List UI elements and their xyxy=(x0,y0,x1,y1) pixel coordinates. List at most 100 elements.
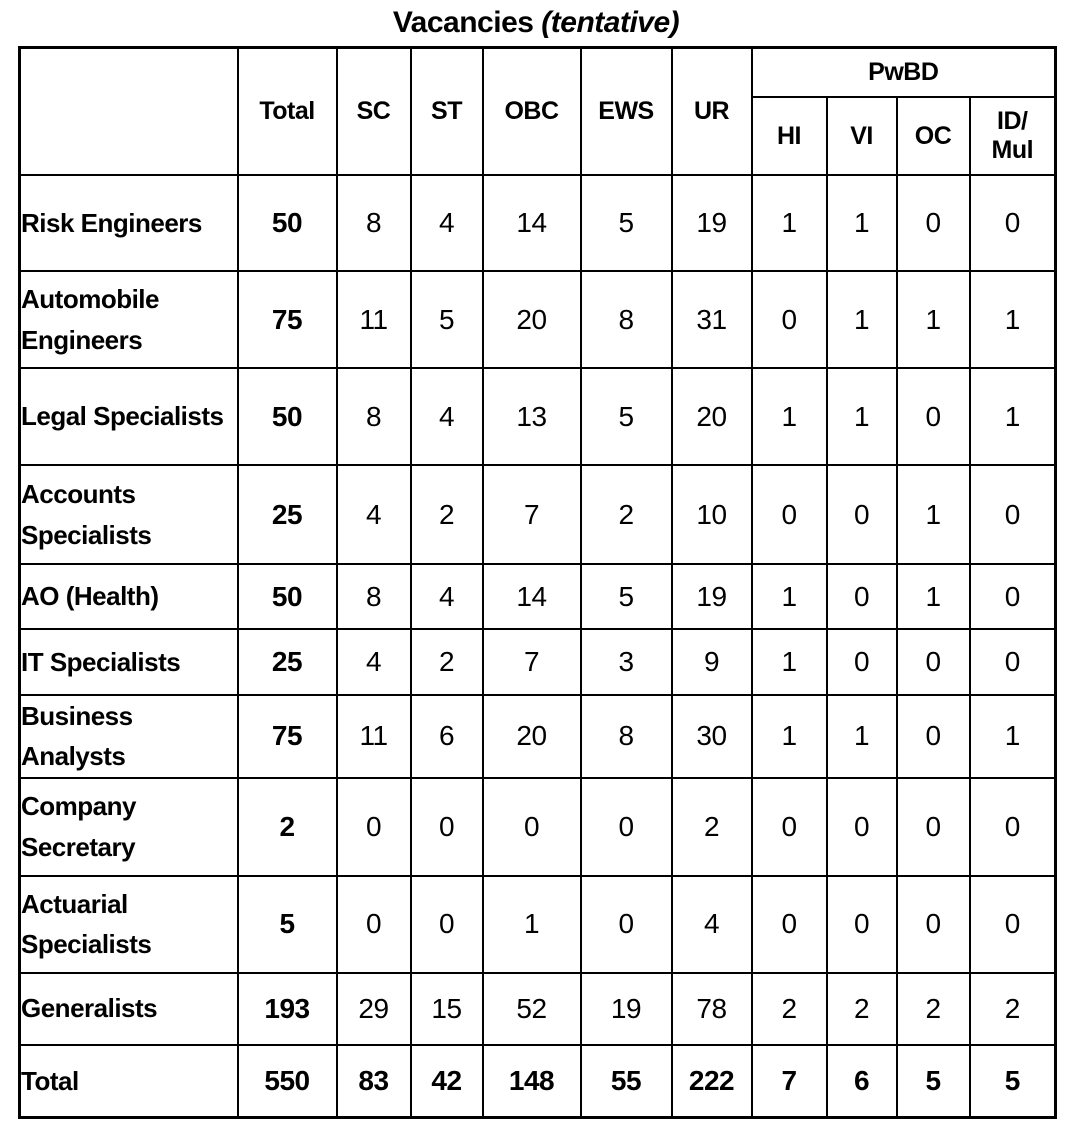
value-cell: 14 xyxy=(481,563,582,630)
value-cell: 5 xyxy=(409,270,484,369)
value-cell: 31 xyxy=(670,270,753,369)
value-cell: 0 xyxy=(895,874,971,974)
value-cell: 5 xyxy=(579,367,673,466)
value-cell: 20 xyxy=(481,270,582,369)
value-cell: 2 xyxy=(750,971,828,1046)
value-cell: 4 xyxy=(409,174,484,272)
value-cell: 8 xyxy=(335,563,412,630)
value-cell: 5 xyxy=(579,563,673,630)
value-cell: 0 xyxy=(750,874,828,974)
value-cell: 1 xyxy=(895,270,971,369)
value-cell: 2 xyxy=(579,464,673,565)
value-cell: 0 xyxy=(895,694,971,779)
value-cell: 2 xyxy=(236,776,338,877)
value-cell: 52 xyxy=(481,971,582,1046)
column-header-ur: UR xyxy=(670,46,753,176)
value-cell: 0 xyxy=(968,874,1057,974)
value-cell: 8 xyxy=(335,174,412,272)
value-cell: 4 xyxy=(409,367,484,466)
value-cell: 0 xyxy=(895,367,971,466)
column-header-pwbd: PwBD xyxy=(750,46,1057,98)
value-cell: 50 xyxy=(236,174,338,272)
table-row: Business Analysts 75 11 6 20 8 30 1 1 0 1 xyxy=(18,694,1057,779)
header-row-2: HI VI OC ID/ Mul xyxy=(20,96,1057,176)
table-row: Company Secretary 2 0 0 0 0 2 0 0 0 0 xyxy=(18,776,1057,877)
table-row: Actuarial Specialists 5 0 0 1 0 4 0 0 0 0 xyxy=(18,874,1057,974)
table-row: Legal Specialists 50 8 4 13 5 20 1 1 0 1 xyxy=(18,367,1057,466)
value-cell: 193 xyxy=(236,971,338,1046)
value-cell: 11 xyxy=(335,270,412,369)
value-cell: 20 xyxy=(481,694,582,779)
value-cell: 10 xyxy=(670,464,753,565)
column-header-st: ST xyxy=(409,46,484,176)
value-cell: 0 xyxy=(968,464,1057,565)
value-cell: 42 xyxy=(409,1043,484,1119)
value-cell: 1 xyxy=(481,874,582,974)
value-cell: 0 xyxy=(335,874,412,974)
value-cell: 83 xyxy=(335,1043,412,1119)
table-row: IT Specialists 25 4 2 7 3 9 1 0 0 0 xyxy=(18,628,1057,696)
value-cell: 0 xyxy=(895,776,971,877)
value-cell: 0 xyxy=(409,776,484,877)
value-cell: 9 xyxy=(670,628,753,696)
value-cell: 5 xyxy=(579,174,673,272)
value-cell: 75 xyxy=(236,270,338,369)
column-header-sc: SC xyxy=(335,46,412,176)
value-cell: 2 xyxy=(825,971,898,1046)
value-cell: 1 xyxy=(825,270,898,369)
value-cell: 14 xyxy=(481,174,582,272)
table-row: Risk Engineers 50 8 4 14 5 19 1 1 0 0 xyxy=(18,174,1057,272)
value-cell: 1 xyxy=(968,270,1057,369)
value-cell: 2 xyxy=(409,628,484,696)
value-cell: 1 xyxy=(895,464,971,565)
value-cell: 0 xyxy=(750,776,828,877)
value-cell: 0 xyxy=(750,270,828,369)
value-cell: 0 xyxy=(825,464,898,565)
value-cell: 1 xyxy=(750,367,828,466)
value-cell: 4 xyxy=(409,563,484,630)
value-cell: 0 xyxy=(895,628,971,696)
value-cell: 19 xyxy=(670,174,753,272)
value-cell: 6 xyxy=(409,694,484,779)
value-cell: 222 xyxy=(670,1043,753,1119)
value-cell: 5 xyxy=(895,1043,971,1119)
total-row: Total 550 83 42 148 55 222 7 6 5 5 xyxy=(18,1043,1057,1119)
value-cell: 8 xyxy=(579,270,673,369)
value-cell: 8 xyxy=(579,694,673,779)
value-cell: 0 xyxy=(481,776,582,877)
table-row: AO (Health) 50 8 4 14 5 19 1 0 1 0 xyxy=(18,563,1057,630)
value-cell: 4 xyxy=(335,628,412,696)
value-cell: 7 xyxy=(481,628,582,696)
value-cell: 25 xyxy=(236,628,338,696)
value-cell: 5 xyxy=(968,1043,1057,1119)
row-label: Generalists xyxy=(18,971,239,1046)
table-row: Accounts Specialists 25 4 2 7 2 10 0 0 1 0 xyxy=(18,464,1057,565)
column-header-oc: OC xyxy=(895,96,971,176)
row-label: Business Analysts xyxy=(18,694,239,779)
table-row: Generalists 193 29 15 52 19 78 2 2 2 2 xyxy=(18,971,1057,1046)
value-cell: 2 xyxy=(670,776,753,877)
value-cell: 1 xyxy=(968,367,1057,466)
value-cell: 2 xyxy=(895,971,971,1046)
column-header-ews: EWS xyxy=(579,46,673,176)
value-cell: 0 xyxy=(968,628,1057,696)
row-label: IT Specialists xyxy=(18,628,239,696)
table-row: Automobile Engineers 75 11 5 20 8 31 0 1 1 1 xyxy=(18,270,1057,369)
value-cell: 0 xyxy=(579,776,673,877)
row-label: Total xyxy=(18,1043,239,1119)
value-cell: 0 xyxy=(968,776,1057,877)
value-cell: 15 xyxy=(409,971,484,1046)
value-cell: 0 xyxy=(825,776,898,877)
value-cell: 2 xyxy=(409,464,484,565)
value-cell: 0 xyxy=(825,563,898,630)
value-cell: 1 xyxy=(825,174,898,272)
value-cell: 1 xyxy=(750,174,828,272)
row-label: Automobile Engineers xyxy=(18,270,239,369)
value-cell: 2 xyxy=(968,971,1057,1046)
value-cell: 0 xyxy=(895,174,971,272)
title-tentative: (tentative) xyxy=(541,6,680,39)
value-cell: 1 xyxy=(750,563,828,630)
value-cell: 0 xyxy=(968,563,1057,630)
value-cell: 6 xyxy=(825,1043,898,1119)
title-main: Vacancies xyxy=(392,6,534,39)
